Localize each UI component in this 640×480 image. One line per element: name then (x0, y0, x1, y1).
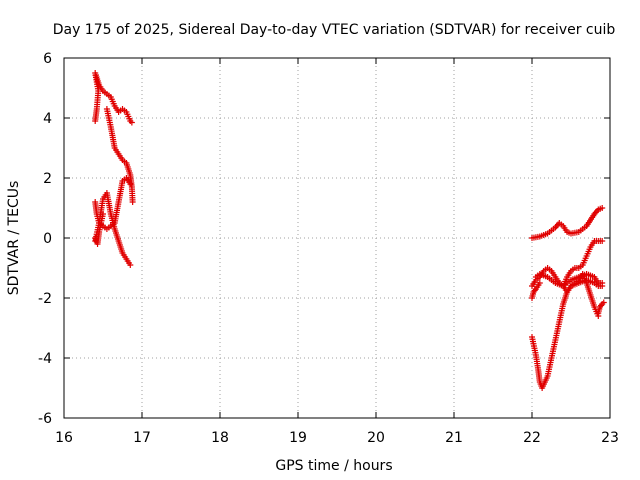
y-axis-label: SDTVAR / TECUs (6, 181, 22, 296)
series-track-f (529, 205, 606, 241)
data-point (100, 211, 106, 217)
x-tick-label: 22 (523, 430, 541, 446)
x-tick-label: 17 (133, 430, 151, 446)
series-track-l (595, 299, 607, 316)
y-tick-label: -4 (38, 351, 52, 367)
data-point (599, 280, 606, 286)
y-tick-label: -2 (38, 291, 52, 307)
data-point (127, 262, 134, 268)
series-track-e (92, 211, 106, 247)
x-axis-label: GPS time / hours (275, 458, 392, 474)
plot-frame (63, 57, 611, 419)
data-point (599, 238, 606, 244)
grid-layer (64, 58, 610, 418)
y-tick-label: 6 (43, 51, 52, 67)
x-tick-label: 20 (367, 430, 385, 446)
data-point (127, 181, 134, 187)
data-point (129, 199, 136, 205)
marks-layer (92, 70, 607, 391)
series-track-d (92, 190, 134, 268)
data-point (128, 119, 135, 126)
series-track-i (529, 280, 543, 301)
frame-layer (63, 57, 611, 419)
series-track-j (529, 277, 606, 391)
y-tick-label: -6 (38, 411, 52, 427)
series-track-a (92, 70, 135, 126)
x-tick-label: 18 (211, 430, 229, 446)
series-track-k (560, 271, 606, 289)
data-point (599, 205, 606, 211)
data-point (600, 299, 607, 306)
y-tick-label: 2 (43, 171, 52, 187)
y-tick-label: 4 (43, 111, 52, 127)
y-tick-label: 0 (43, 231, 52, 247)
chart-title: Day 175 of 2025, Sidereal Day-to-day VTE… (53, 22, 616, 38)
x-tick-label: 16 (55, 430, 73, 446)
x-tick-label: 19 (289, 430, 307, 446)
series-track-b (103, 106, 136, 205)
x-tick-label: 21 (445, 430, 463, 446)
x-tick-label: 23 (601, 430, 619, 446)
data-point (536, 280, 543, 286)
